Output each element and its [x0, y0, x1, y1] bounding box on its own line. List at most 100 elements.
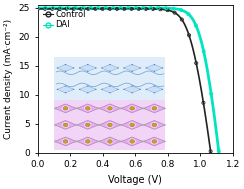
Circle shape: [74, 140, 77, 142]
Polygon shape: [99, 120, 121, 129]
Polygon shape: [124, 64, 141, 71]
Circle shape: [109, 92, 111, 93]
Circle shape: [108, 140, 112, 143]
Circle shape: [139, 89, 141, 90]
Circle shape: [99, 124, 101, 126]
Bar: [54, 100, 165, 150]
Circle shape: [76, 124, 79, 126]
Point: [86, 7, 90, 10]
Point: [209, 92, 213, 95]
Circle shape: [143, 107, 145, 109]
Polygon shape: [146, 86, 163, 93]
Circle shape: [65, 92, 66, 93]
Circle shape: [117, 67, 119, 69]
Circle shape: [54, 107, 57, 109]
Polygon shape: [77, 120, 98, 129]
Circle shape: [85, 123, 90, 127]
Circle shape: [121, 107, 123, 109]
Circle shape: [97, 107, 99, 109]
Point: [130, 7, 133, 10]
Circle shape: [74, 124, 77, 126]
Point: [180, 18, 184, 21]
Circle shape: [109, 64, 111, 65]
Circle shape: [108, 123, 112, 127]
Bar: [54, 57, 165, 100]
Point: [74, 6, 78, 9]
Circle shape: [63, 123, 68, 127]
Circle shape: [65, 85, 66, 87]
Circle shape: [54, 140, 57, 142]
Point: [156, 7, 160, 10]
Point: [187, 13, 191, 16]
Polygon shape: [122, 120, 143, 129]
Point: [202, 101, 205, 104]
Circle shape: [119, 107, 121, 109]
Point: [142, 6, 145, 9]
Circle shape: [63, 140, 68, 143]
Point: [81, 6, 85, 9]
Point: [66, 6, 70, 9]
Circle shape: [145, 67, 147, 69]
Point: [202, 50, 206, 53]
Point: [108, 7, 112, 10]
Circle shape: [139, 67, 141, 69]
Point: [119, 6, 123, 9]
Polygon shape: [144, 104, 165, 113]
Point: [173, 11, 177, 14]
Circle shape: [65, 71, 66, 72]
Circle shape: [87, 71, 89, 72]
Circle shape: [109, 85, 111, 87]
Polygon shape: [144, 120, 165, 129]
Point: [96, 6, 100, 9]
Polygon shape: [57, 86, 74, 93]
Point: [79, 7, 83, 10]
Point: [43, 7, 47, 10]
Circle shape: [57, 67, 58, 69]
Point: [187, 34, 191, 37]
Circle shape: [143, 124, 145, 126]
Point: [59, 6, 62, 9]
Point: [164, 7, 168, 10]
Circle shape: [85, 107, 90, 110]
Circle shape: [119, 124, 121, 126]
Polygon shape: [77, 104, 98, 113]
Circle shape: [97, 140, 99, 142]
Polygon shape: [55, 137, 76, 146]
Point: [137, 7, 141, 10]
Polygon shape: [79, 86, 96, 93]
Circle shape: [63, 107, 68, 110]
Circle shape: [121, 140, 123, 142]
Polygon shape: [55, 104, 76, 113]
Point: [194, 62, 198, 65]
Polygon shape: [102, 64, 118, 71]
Polygon shape: [146, 64, 163, 71]
Point: [58, 7, 61, 10]
Circle shape: [162, 89, 163, 90]
Polygon shape: [57, 64, 74, 71]
Legend: Control, DAI: Control, DAI: [42, 9, 87, 30]
Point: [51, 6, 55, 9]
Polygon shape: [99, 104, 121, 113]
Circle shape: [121, 124, 123, 126]
Circle shape: [163, 107, 166, 109]
Circle shape: [152, 140, 157, 143]
Circle shape: [74, 107, 77, 109]
Polygon shape: [102, 86, 118, 93]
Point: [165, 9, 169, 12]
Point: [43, 6, 47, 9]
Point: [134, 6, 138, 9]
Point: [36, 6, 40, 9]
Circle shape: [119, 140, 121, 142]
Point: [111, 6, 115, 9]
Circle shape: [101, 89, 103, 90]
Circle shape: [153, 64, 155, 65]
Point: [122, 7, 126, 10]
Point: [72, 7, 76, 10]
Circle shape: [95, 67, 97, 69]
X-axis label: Voltage (V): Voltage (V): [108, 175, 162, 185]
Circle shape: [87, 92, 89, 93]
Circle shape: [163, 140, 166, 142]
Polygon shape: [144, 137, 165, 146]
Point: [194, 24, 198, 27]
Polygon shape: [99, 137, 121, 146]
